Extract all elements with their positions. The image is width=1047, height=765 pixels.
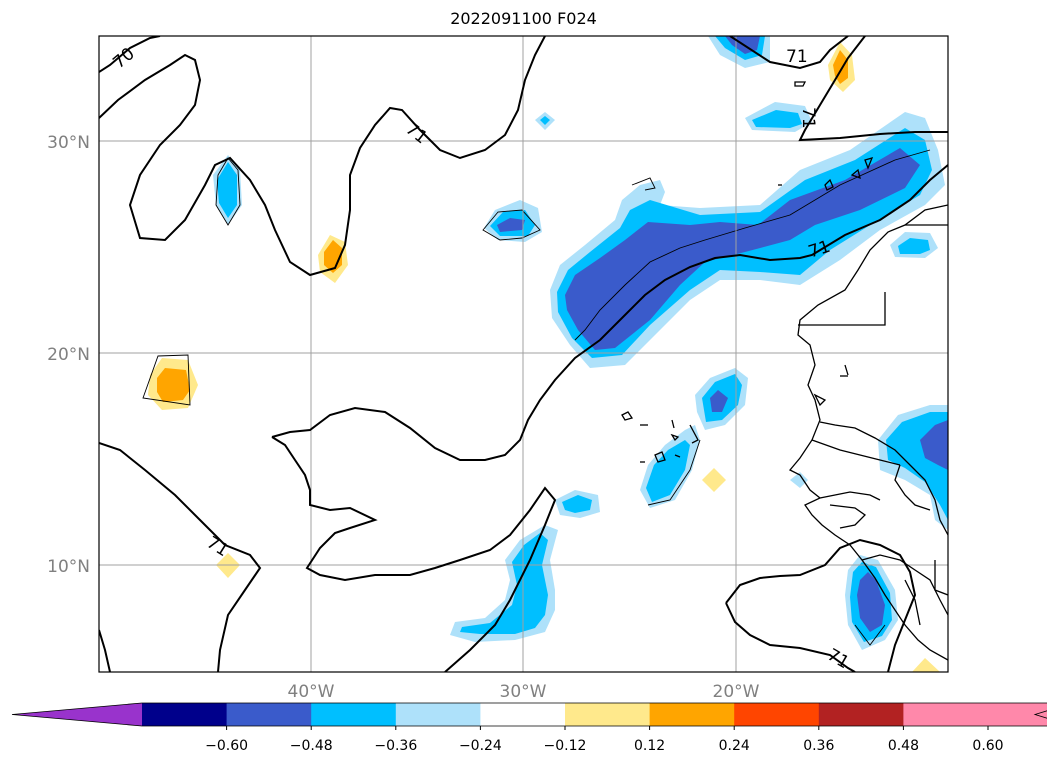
colorbar: −0.60 −0.48 −0.36 −0.24 −0.12 0.12 0.24 0.36 0.4… — [11, 702, 1047, 754]
negative-anomaly-band — [550, 112, 945, 368]
colorbar-segment — [480, 703, 566, 726]
lat-label: 10°N — [47, 557, 90, 577]
colorbar-tick-label: 0.12 — [634, 738, 665, 754]
colorbar-tick-label: −0.24 — [459, 738, 502, 754]
colorbar-tick-label: 0.36 — [803, 738, 834, 754]
map-area: 70 71 71 71 71 71 71 — [99, 36, 948, 672]
map-frame — [98, 35, 949, 673]
colorbar-tick-label: −0.12 — [544, 738, 587, 754]
colorbar-tick-label: 0.24 — [719, 738, 750, 754]
colorbar-segment — [649, 703, 735, 726]
colorbar-tick-label: −0.60 — [205, 738, 248, 754]
colorbar-segment — [311, 703, 397, 726]
colorbar-tick-label: −0.36 — [374, 738, 417, 754]
contour-lines — [99, 36, 948, 672]
negative-anomaly-blobs — [213, 36, 948, 650]
colorbar-tick-label: 0.48 — [888, 738, 919, 754]
colorbar-segment — [818, 703, 904, 726]
coastline — [621, 81, 948, 661]
contour-label: 71 — [786, 47, 808, 67]
colorbar-tick-label: −0.48 — [290, 738, 333, 754]
colorbar-tick-label: 0.60 — [972, 738, 1003, 754]
colorbar-segment — [734, 703, 820, 726]
colorbar-segment — [395, 703, 481, 726]
colorbar-segment — [226, 703, 312, 726]
colorbar-segment — [565, 703, 651, 726]
graticule — [99, 36, 948, 672]
longitude-labels: 40°W 30°W 20°W — [288, 682, 760, 702]
lat-label: 30°N — [47, 133, 90, 153]
lon-label: 40°W — [288, 682, 335, 702]
colorbar-extend-low — [12, 703, 142, 726]
latitude-labels: 30°N 20°N 10°N — [47, 133, 90, 577]
lon-label: 30°W — [500, 682, 547, 702]
thin-contours — [142, 149, 931, 646]
lat-label: 20°N — [47, 345, 90, 365]
colorbar-segment — [903, 703, 989, 726]
contour-label: 71 — [798, 107, 818, 129]
colorbar-segment — [988, 703, 1047, 726]
map-title: 2022091100 F024 — [450, 9, 597, 28]
colorbar-segment — [142, 703, 228, 726]
lon-label: 20°W — [713, 682, 760, 702]
colorbar-outline — [11, 702, 1047, 727]
colorbar-extend-high — [1035, 710, 1047, 719]
